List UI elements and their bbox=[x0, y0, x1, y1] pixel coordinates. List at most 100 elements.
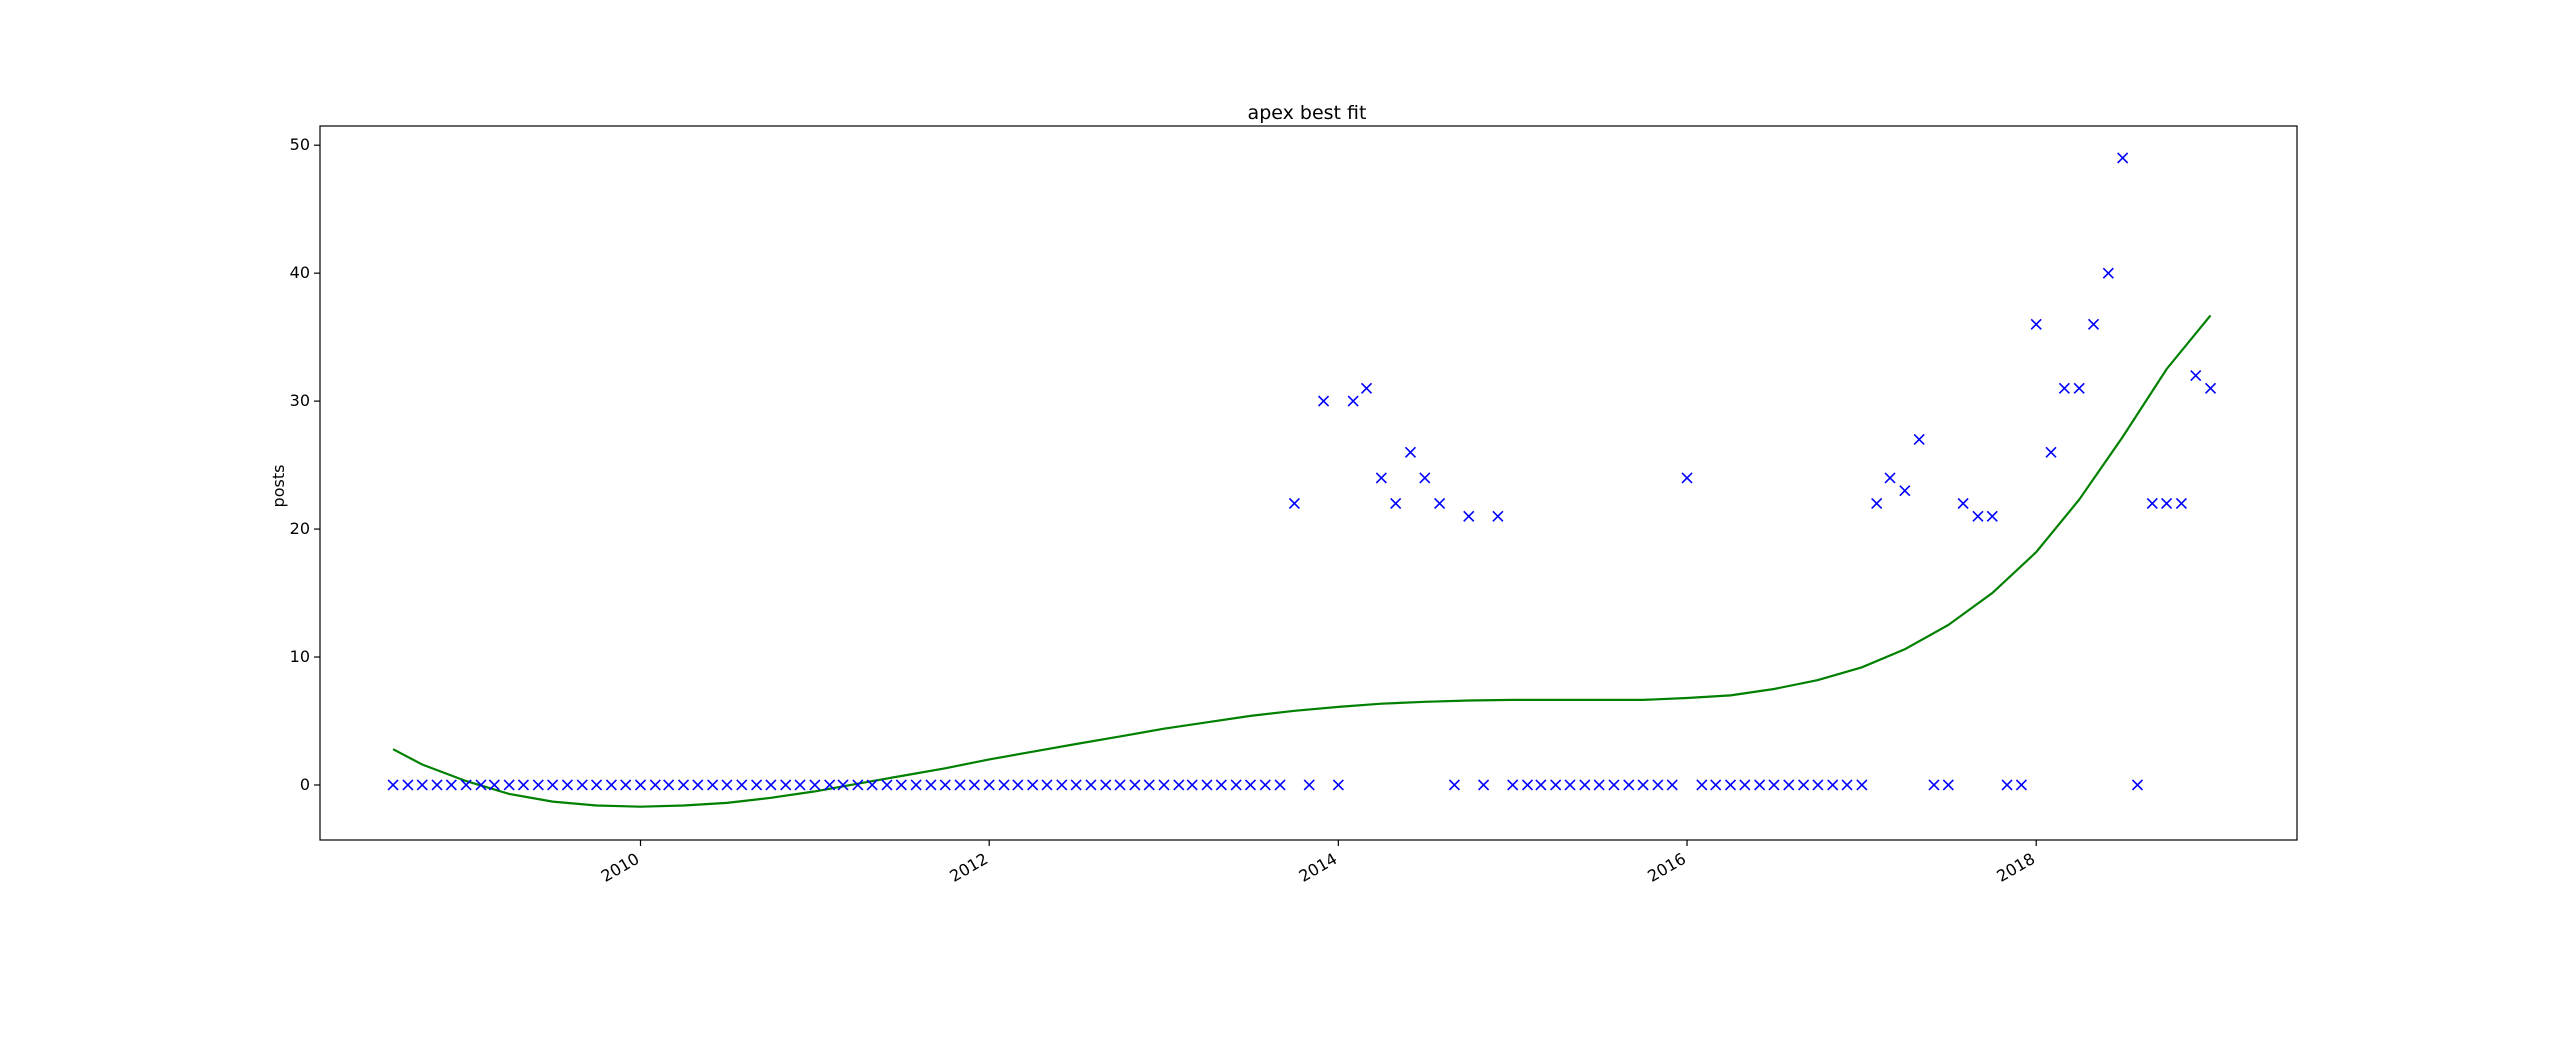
data-point-marker bbox=[1535, 779, 1547, 791]
data-point-marker bbox=[2204, 382, 2217, 394]
data-point-marker bbox=[1085, 779, 1097, 791]
data-point-marker bbox=[1593, 779, 1605, 791]
data-point-marker bbox=[2045, 446, 2057, 458]
data-point-marker bbox=[1739, 779, 1751, 791]
y-tick-label: 30 bbox=[290, 391, 310, 410]
data-point-marker bbox=[590, 779, 603, 791]
data-point-marker bbox=[475, 779, 487, 791]
data-point-marker bbox=[1579, 779, 1591, 791]
x-axis: 2010 2012 2014 2016 2018 bbox=[598, 840, 2038, 886]
data-point-marker bbox=[1288, 497, 1300, 510]
data-point-marker bbox=[431, 779, 443, 791]
data-point-marker bbox=[881, 779, 893, 791]
data-point-marker bbox=[2015, 779, 2027, 791]
data-point-marker bbox=[910, 779, 922, 791]
data-point-marker bbox=[634, 779, 647, 791]
data-point-marker bbox=[1041, 779, 1053, 791]
data-point-marker bbox=[1696, 779, 1708, 791]
data-point-marker bbox=[1360, 382, 1373, 394]
data-point-marker bbox=[2030, 318, 2042, 330]
x-tick-label: 2016 bbox=[1644, 849, 1689, 886]
data-point-marker bbox=[925, 779, 937, 791]
data-point-marker bbox=[1027, 779, 1039, 791]
data-point-marker bbox=[707, 779, 719, 791]
data-point-marker bbox=[1783, 779, 1795, 791]
data-point-marker bbox=[1404, 446, 1417, 458]
plot-area-frame bbox=[319, 125, 2298, 841]
data-point-marker bbox=[1100, 779, 1112, 791]
data-point-marker bbox=[1477, 779, 1490, 791]
data-point-marker bbox=[895, 779, 907, 791]
data-point-marker bbox=[547, 779, 559, 791]
data-point-marker bbox=[1637, 779, 1649, 791]
data-point-marker bbox=[416, 779, 428, 791]
y-tick-label: 0 bbox=[300, 775, 310, 794]
data-point-marker bbox=[1201, 779, 1213, 791]
data-point-marker bbox=[2146, 497, 2158, 510]
data-point-marker bbox=[402, 779, 414, 791]
data-point-marker bbox=[1972, 510, 1984, 522]
data-point-marker bbox=[1623, 779, 1635, 791]
data-point-marker bbox=[751, 779, 763, 791]
data-point-marker bbox=[736, 779, 748, 791]
data-point-marker bbox=[1942, 779, 1954, 791]
data-point-marker bbox=[2102, 267, 2114, 279]
data-point-marker bbox=[1274, 779, 1286, 791]
data-point-marker bbox=[866, 779, 878, 791]
data-point-marker bbox=[1434, 497, 1446, 510]
y-axis-title: posts bbox=[269, 465, 288, 508]
data-point-marker bbox=[503, 779, 515, 791]
data-point-marker bbox=[1884, 472, 1896, 484]
data-point-marker bbox=[1666, 779, 1678, 791]
data-point-marker bbox=[445, 779, 457, 791]
data-point-marker bbox=[1986, 510, 1998, 522]
data-point-marker bbox=[1114, 779, 1126, 791]
data-point-marker bbox=[1448, 779, 1460, 791]
data-point-marker bbox=[1244, 779, 1257, 791]
x-tick-label: 2014 bbox=[1296, 849, 1341, 886]
data-point-marker bbox=[1317, 395, 1330, 407]
data-point-marker bbox=[2001, 779, 2013, 791]
data-point-marker bbox=[1521, 779, 1534, 791]
data-point-marker bbox=[837, 779, 849, 791]
data-point-marker bbox=[1186, 779, 1198, 791]
data-point-marker bbox=[998, 779, 1010, 791]
data-point-marker bbox=[1710, 779, 1722, 791]
data-point-marker bbox=[532, 779, 544, 791]
data-point-marker bbox=[968, 779, 980, 791]
data-point-marker bbox=[824, 779, 836, 791]
data-point-marker bbox=[765, 779, 777, 791]
data-point-marker bbox=[2161, 497, 2173, 510]
data-point-marker bbox=[1507, 779, 1519, 791]
data-point-marker bbox=[488, 779, 500, 791]
data-point-marker bbox=[1608, 779, 1620, 791]
x-tick-label: 2018 bbox=[1993, 849, 2038, 886]
data-point-marker bbox=[1070, 779, 1082, 791]
y-axis: 0 10 20 30 40 50 bbox=[290, 135, 320, 794]
data-point-marker bbox=[2131, 779, 2144, 791]
data-point-marker bbox=[1173, 779, 1185, 791]
data-point-marker bbox=[649, 779, 661, 791]
data-point-marker bbox=[1303, 779, 1315, 791]
data-point-marker bbox=[605, 779, 617, 791]
data-point-marker bbox=[1812, 779, 1824, 791]
data-point-marker bbox=[809, 779, 821, 791]
data-point-marker bbox=[1463, 510, 1475, 522]
data-point-marker bbox=[852, 779, 864, 791]
data-point-marker bbox=[2117, 152, 2129, 164]
data-point-marker bbox=[1375, 472, 1387, 484]
data-point-marker bbox=[1259, 779, 1271, 791]
y-tick-label: 40 bbox=[290, 263, 310, 282]
data-point-marker bbox=[983, 779, 995, 791]
data-point-marker bbox=[576, 779, 588, 791]
data-point-marker bbox=[1158, 779, 1170, 791]
data-point-marker bbox=[1827, 779, 1839, 791]
y-tick-label: 10 bbox=[290, 647, 310, 666]
data-point-marker bbox=[2190, 369, 2202, 382]
data-point-marker bbox=[1564, 779, 1576, 791]
data-point-marker bbox=[780, 779, 792, 791]
data-point-marker bbox=[2058, 382, 2070, 394]
data-point-marker bbox=[1652, 779, 1664, 791]
data-point-marker bbox=[1056, 779, 1068, 791]
